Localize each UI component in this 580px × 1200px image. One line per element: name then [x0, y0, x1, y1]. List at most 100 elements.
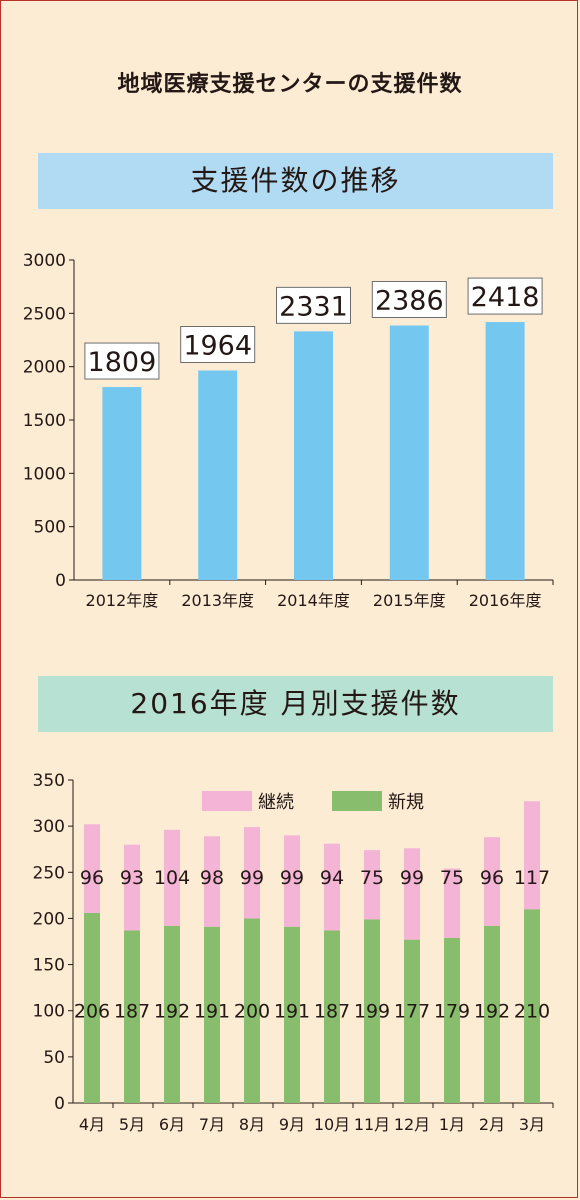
y-tick-label: 0 [54, 1094, 65, 1114]
data-label-continuing: 117 [514, 867, 550, 889]
bar-segment-continuing [204, 836, 220, 927]
bar [102, 387, 142, 580]
data-label-continuing: 94 [320, 867, 344, 889]
data-label-new: 192 [474, 1001, 510, 1023]
data-label-continuing: 99 [240, 867, 264, 889]
data-label-new: 199 [354, 1001, 390, 1023]
bar-segment-continuing [364, 850, 380, 920]
data-label-box [84, 342, 160, 380]
data-label: 2418 [471, 282, 540, 313]
bar-segment-new [164, 925, 180, 1103]
bar-segment-continuing [444, 868, 460, 938]
y-tick-label: 1000 [23, 464, 66, 484]
bar-segment-new [124, 930, 140, 1103]
y-tick-label: 300 [33, 817, 65, 837]
bar-segment-continuing [404, 848, 420, 940]
data-label: 2331 [279, 291, 348, 322]
y-tick-label: 2500 [23, 304, 66, 324]
bar-segment-new [324, 930, 340, 1103]
y-tick-label: 0 [55, 571, 66, 591]
bar-segment-continuing [84, 824, 100, 913]
bar-segment-new [284, 926, 300, 1103]
data-label-new: 200 [234, 1001, 270, 1023]
data-label-continuing: 75 [440, 867, 464, 889]
data-label-continuing: 99 [400, 867, 424, 889]
data-label-new: 191 [194, 1001, 230, 1023]
data-label-continuing: 104 [154, 867, 190, 889]
bar [485, 322, 525, 580]
bar-segment-new [404, 939, 420, 1103]
data-label-box [467, 277, 543, 315]
data-label: 2386 [375, 285, 444, 316]
y-tick-label: 1500 [23, 411, 66, 431]
x-tick-label: 2013年度 [181, 591, 254, 610]
x-tick-label: 9月 [279, 1115, 305, 1134]
bar [389, 325, 429, 580]
legend-swatch [332, 791, 382, 811]
x-tick-label: 5月 [119, 1115, 145, 1134]
x-tick-label: 2012年度 [86, 591, 159, 610]
bar-segment-continuing [124, 844, 140, 931]
data-label-continuing: 96 [480, 867, 504, 889]
x-tick-label: 2015年度 [373, 591, 446, 610]
data-label-new: 206 [74, 1001, 110, 1023]
data-label-box [180, 326, 256, 364]
data-label-continuing: 93 [120, 867, 144, 889]
x-tick-label: 3月 [519, 1115, 545, 1134]
data-label-continuing: 98 [200, 867, 224, 889]
y-tick-label: 250 [33, 863, 65, 883]
legend-label: 新規 [388, 792, 424, 813]
x-tick-label: 2月 [479, 1115, 505, 1134]
annual-support-chart: 0 500 1000 1500 2000 2500 3000 2012年度 1809 2013年度… [23, 251, 554, 610]
bar-segment-continuing [284, 835, 300, 927]
data-label-new: 192 [154, 1001, 190, 1023]
x-tick-label: 6月 [159, 1115, 185, 1134]
x-tick-label: 1月 [439, 1115, 465, 1134]
x-tick-label: 12月 [394, 1115, 430, 1134]
data-label-new: 177 [394, 1001, 430, 1023]
page-title: 地域医療支援センターの支援件数 [117, 72, 463, 97]
bar-segment-new [84, 912, 100, 1103]
bar-segment-new [484, 925, 500, 1103]
y-tick-label: 100 [33, 1002, 65, 1022]
x-tick-label: 8月 [239, 1115, 265, 1134]
bar-segment-continuing [484, 837, 500, 926]
bar-segment-new [524, 909, 540, 1103]
bar-segment-continuing [524, 801, 540, 910]
x-tick-label: 10月 [314, 1115, 350, 1134]
y-tick-label: 3000 [23, 251, 66, 271]
data-label: 1964 [183, 331, 252, 362]
data-label-new: 187 [114, 1001, 150, 1023]
y-tick-label: 200 [33, 909, 65, 929]
y-tick-label: 350 [33, 771, 65, 791]
x-tick-label: 2014年度 [277, 591, 350, 610]
bar [294, 331, 333, 580]
bar-segment-new [204, 926, 220, 1103]
bar-segment-new [444, 937, 460, 1103]
y-tick-label: 2000 [23, 358, 66, 378]
x-tick-label: 4月 [79, 1115, 105, 1134]
data-label-box [276, 286, 351, 324]
legend-label: 継続 [258, 792, 294, 813]
x-tick-label: 2016年度 [469, 591, 542, 610]
chart1-header: 支援件数の推移 [38, 153, 553, 209]
bar-segment-continuing [324, 843, 340, 931]
bar-segment-continuing [164, 829, 180, 926]
bar-segment-new [364, 919, 380, 1103]
bar-segment-new [244, 918, 260, 1103]
monthly-support-chart: 0 50 100 150 200 250 300 350 継続 新規 206 96 4月 187 93 5月 1… [33, 771, 554, 1134]
bar [198, 370, 238, 580]
data-label-new: 191 [274, 1001, 310, 1023]
x-tick-label: 7月 [199, 1115, 225, 1134]
y-tick-label: 500 [34, 518, 66, 538]
data-label-continuing: 75 [360, 867, 384, 889]
data-label-new: 187 [314, 1001, 350, 1023]
data-label-box [371, 280, 447, 318]
y-tick-label: 150 [33, 956, 65, 976]
legend-swatch [202, 791, 252, 811]
chart2-header: 2016年度 月別支援件数 [38, 676, 553, 732]
data-label-new: 210 [514, 1001, 550, 1023]
x-tick-label: 11月 [354, 1115, 390, 1134]
data-label-new: 179 [434, 1001, 470, 1023]
